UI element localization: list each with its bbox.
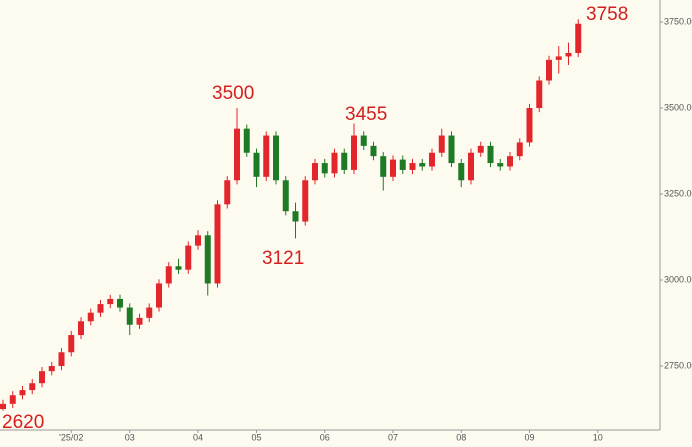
candle-body [409,163,416,170]
price-annotation: 2620 [2,412,44,433]
candle-body [107,298,114,305]
candle-body [39,371,45,384]
candle-body [234,128,240,181]
candle-body [243,128,250,153]
price-annotation: 3500 [212,83,254,104]
y-tick-label: 3750.00 [664,16,692,26]
candle-body [341,152,348,170]
price-annotation: 3455 [345,104,387,125]
candle-body [331,152,338,174]
candle-body [497,163,504,167]
candle-body [507,156,513,167]
candle-body [87,312,94,322]
candle-body [282,180,289,212]
candle-body [165,266,172,284]
x-tick-label: 10 [593,432,603,442]
candle-body [214,204,221,284]
x-tick-label: 04 [193,432,203,442]
candle-body [224,180,231,205]
candle-body [117,298,123,308]
candle-body [58,352,65,367]
candle-body [156,283,162,308]
candle-body [526,108,533,143]
candle-body [312,163,318,181]
candle-body [253,152,260,177]
candle-body [68,335,75,353]
candle-body [516,142,523,157]
candle-body [292,211,299,222]
candle-body [0,403,6,410]
candle-body [458,163,465,181]
candle-body [195,235,201,246]
candle-body [477,145,484,153]
candle-body [390,159,396,177]
candle-body [204,235,211,284]
y-tick-label: 3500.00 [664,102,692,112]
candle-body [273,135,279,181]
candle-body [19,390,26,396]
x-tick-label: 06 [320,432,330,442]
candle-body [575,23,582,53]
candle-body [78,321,84,336]
candle-body [9,395,16,404]
price-annotation: 3758 [586,4,628,25]
candle-body [448,135,455,164]
y-tick-label: 2750.00 [664,360,692,370]
candle-body [185,245,192,270]
candle-body [48,366,55,372]
candle-body [302,180,309,222]
candle-body [360,135,367,146]
candle-body [136,317,143,325]
candle-body [536,80,543,109]
candle-body [175,266,182,270]
candle-body [370,145,377,157]
candle-body [565,52,572,57]
price-annotation: 3121 [262,248,304,269]
candle-body [419,163,426,167]
candle-body [429,152,435,167]
candle-body [468,152,474,181]
candle-body [546,59,552,81]
x-tick-label: '25/02 [59,432,83,442]
candle-body [321,163,328,174]
candle-body [380,156,387,177]
x-tick-label: 05 [251,432,261,442]
x-tick-label: 07 [388,432,398,442]
candle-body [97,304,104,313]
candle-body [487,145,494,164]
candle-body [438,135,445,153]
y-tick-label: 3000.00 [664,274,692,284]
x-tick-label: 03 [125,432,135,442]
candle-body [146,307,153,318]
candle-body [29,383,36,391]
candle-body [126,307,133,325]
candle-body [263,135,270,177]
candle-body [399,159,406,170]
x-tick-label: 09 [524,432,534,442]
y-tick-label: 3250.00 [664,188,692,198]
candle-body [351,135,357,170]
candle-body [555,56,562,60]
x-tick-label: 08 [456,432,466,442]
